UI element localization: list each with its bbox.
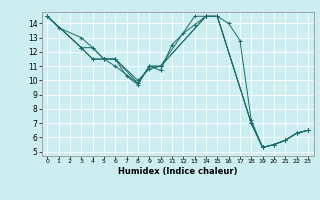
X-axis label: Humidex (Indice chaleur): Humidex (Indice chaleur): [118, 167, 237, 176]
